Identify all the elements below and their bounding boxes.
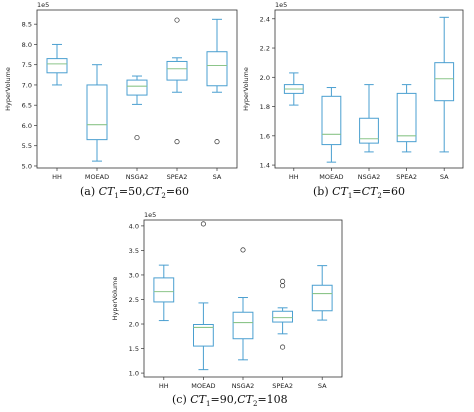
chart-a-ytick-label: 6.5 xyxy=(22,102,32,110)
chart-c-nsga2-box xyxy=(232,311,254,340)
chart-a-nsga2-outlier xyxy=(134,135,140,141)
chart-a-scale-label: 1e5 xyxy=(37,1,49,9)
chart-c-ytick-label: 1.5 xyxy=(129,345,139,353)
chart-a-ytick-label: 7.5 xyxy=(22,61,32,69)
chart-c-ytick-label: 4.0 xyxy=(129,222,139,230)
chart-a-group: 5.0 5.5 6.0 6.5 7.0 7.5 8.0 8.5 1e5 HyperVolume HH… xyxy=(4,1,238,181)
chart-b-ytick-label: 1.4 xyxy=(260,162,270,170)
chart-b-ytick-label: 2.4 xyxy=(260,15,270,23)
chart-a-ytick-label: 5.0 xyxy=(22,162,32,170)
chart-b-ytick-label: 1.6 xyxy=(260,132,270,140)
chart-c-caption: (c) CT1=90,CT2=108 xyxy=(172,393,288,409)
chart-a-spea2-outlier xyxy=(174,139,180,145)
chart-c-scale-label: 1e5 xyxy=(144,211,156,219)
chart-c-xtick-label: HH xyxy=(159,382,169,390)
chart-a-ytick-label: 8.5 xyxy=(22,21,32,29)
chart-b-caption: (b) CT1=CT2=60 xyxy=(313,185,406,201)
chart-b-ytick-label: 1.8 xyxy=(260,103,270,111)
chart-b-ytick-label: 2.2 xyxy=(260,45,270,53)
chart-c-sa-box xyxy=(311,284,333,312)
chart-c-nsga2-outlier xyxy=(240,247,246,253)
chart-c-spea2-outlier xyxy=(280,283,286,289)
chart-b-xtick-label: HH xyxy=(289,173,299,181)
chart-c-ylabel: HyperVolume xyxy=(111,277,119,321)
chart-b-xtick-label: NSGA2 xyxy=(358,173,381,181)
chart-c-moead-outlier xyxy=(200,221,206,227)
chart-c-moead-box xyxy=(193,324,214,347)
chart-a-ytick-label: 8.0 xyxy=(22,41,32,49)
chart-c-spea2-outlier xyxy=(280,278,286,284)
chart-b-xtick-label: SA xyxy=(440,173,449,181)
chart-c-ytick-label: 3.0 xyxy=(129,271,139,279)
chart-a-caption: (a) CT1=50,CT2=60 xyxy=(80,185,190,201)
chart-a-xtick-label: HH xyxy=(52,173,62,181)
chart-a-ylabel: HyperVolume xyxy=(4,67,12,111)
chart-c-spea2-outlier xyxy=(280,344,286,350)
chart-c-group: 1.0 1.5 2.0 2.5 3.0 3.5 4.0 1e5 HyperVolume HH MOE… xyxy=(111,211,343,390)
chart-c-xtick-label: MOEAD xyxy=(191,382,215,390)
chart-a-sa-outlier xyxy=(214,139,220,145)
chart-a-hh-box xyxy=(46,58,68,74)
chart-a-moead-box xyxy=(86,84,108,141)
chart-a-ytick-label: 7.0 xyxy=(22,81,32,89)
chart-a-sa-box xyxy=(206,51,228,87)
chart-a-spea2-box xyxy=(166,60,188,81)
chart-c-xtick-label: NSGA2 xyxy=(232,382,255,390)
chart-b-scale-label: 1e5 xyxy=(275,1,287,9)
chart-b-moead-box xyxy=(321,95,342,146)
chart-b-sa-box xyxy=(434,62,455,102)
chart-c-ytick-label: 2.5 xyxy=(129,296,139,304)
chart-b-ytick-label: 2.0 xyxy=(260,74,270,82)
chart-b-ylabel: HyperVolume xyxy=(242,67,250,111)
chart-a-xtick-label: SA xyxy=(213,173,222,181)
chart-a-nsga2-box xyxy=(126,79,148,96)
chart-c-xtick-label: SA xyxy=(318,382,327,390)
chart-b-xtick-label: SPEA2 xyxy=(396,173,417,181)
chart-b-nsga2-box xyxy=(359,117,379,144)
chart-c-xtick-label: SPEA2 xyxy=(272,382,293,390)
chart-c-ytick-label: 1.0 xyxy=(129,370,139,378)
chart-c-hh-box xyxy=(153,277,175,303)
chart-b-group: 1.4 1.6 1.8 2.0 2.2 2.4 1e5 HyperVolume HH MOEAD N… xyxy=(242,1,464,181)
chart-c-ytick-label: 2.0 xyxy=(129,321,139,329)
chart-a-xtick-label: NSGA2 xyxy=(126,173,149,181)
chart-a-frame xyxy=(36,9,238,169)
chart-b-xtick-label: MOEAD xyxy=(319,173,343,181)
chart-a-xtick-label: SPEA2 xyxy=(167,173,188,181)
chart-a-xtick-label: MOEAD xyxy=(85,173,109,181)
chart-a-ytick-label: 5.5 xyxy=(22,142,32,150)
chart-a-ytick-label: 6.0 xyxy=(22,122,32,130)
chart-c-ytick-label: 3.5 xyxy=(129,247,139,255)
chart-b-spea2-box xyxy=(396,92,417,143)
chart-a-spea2-outlier xyxy=(174,17,180,23)
chart-c-spea2-box xyxy=(272,310,294,323)
